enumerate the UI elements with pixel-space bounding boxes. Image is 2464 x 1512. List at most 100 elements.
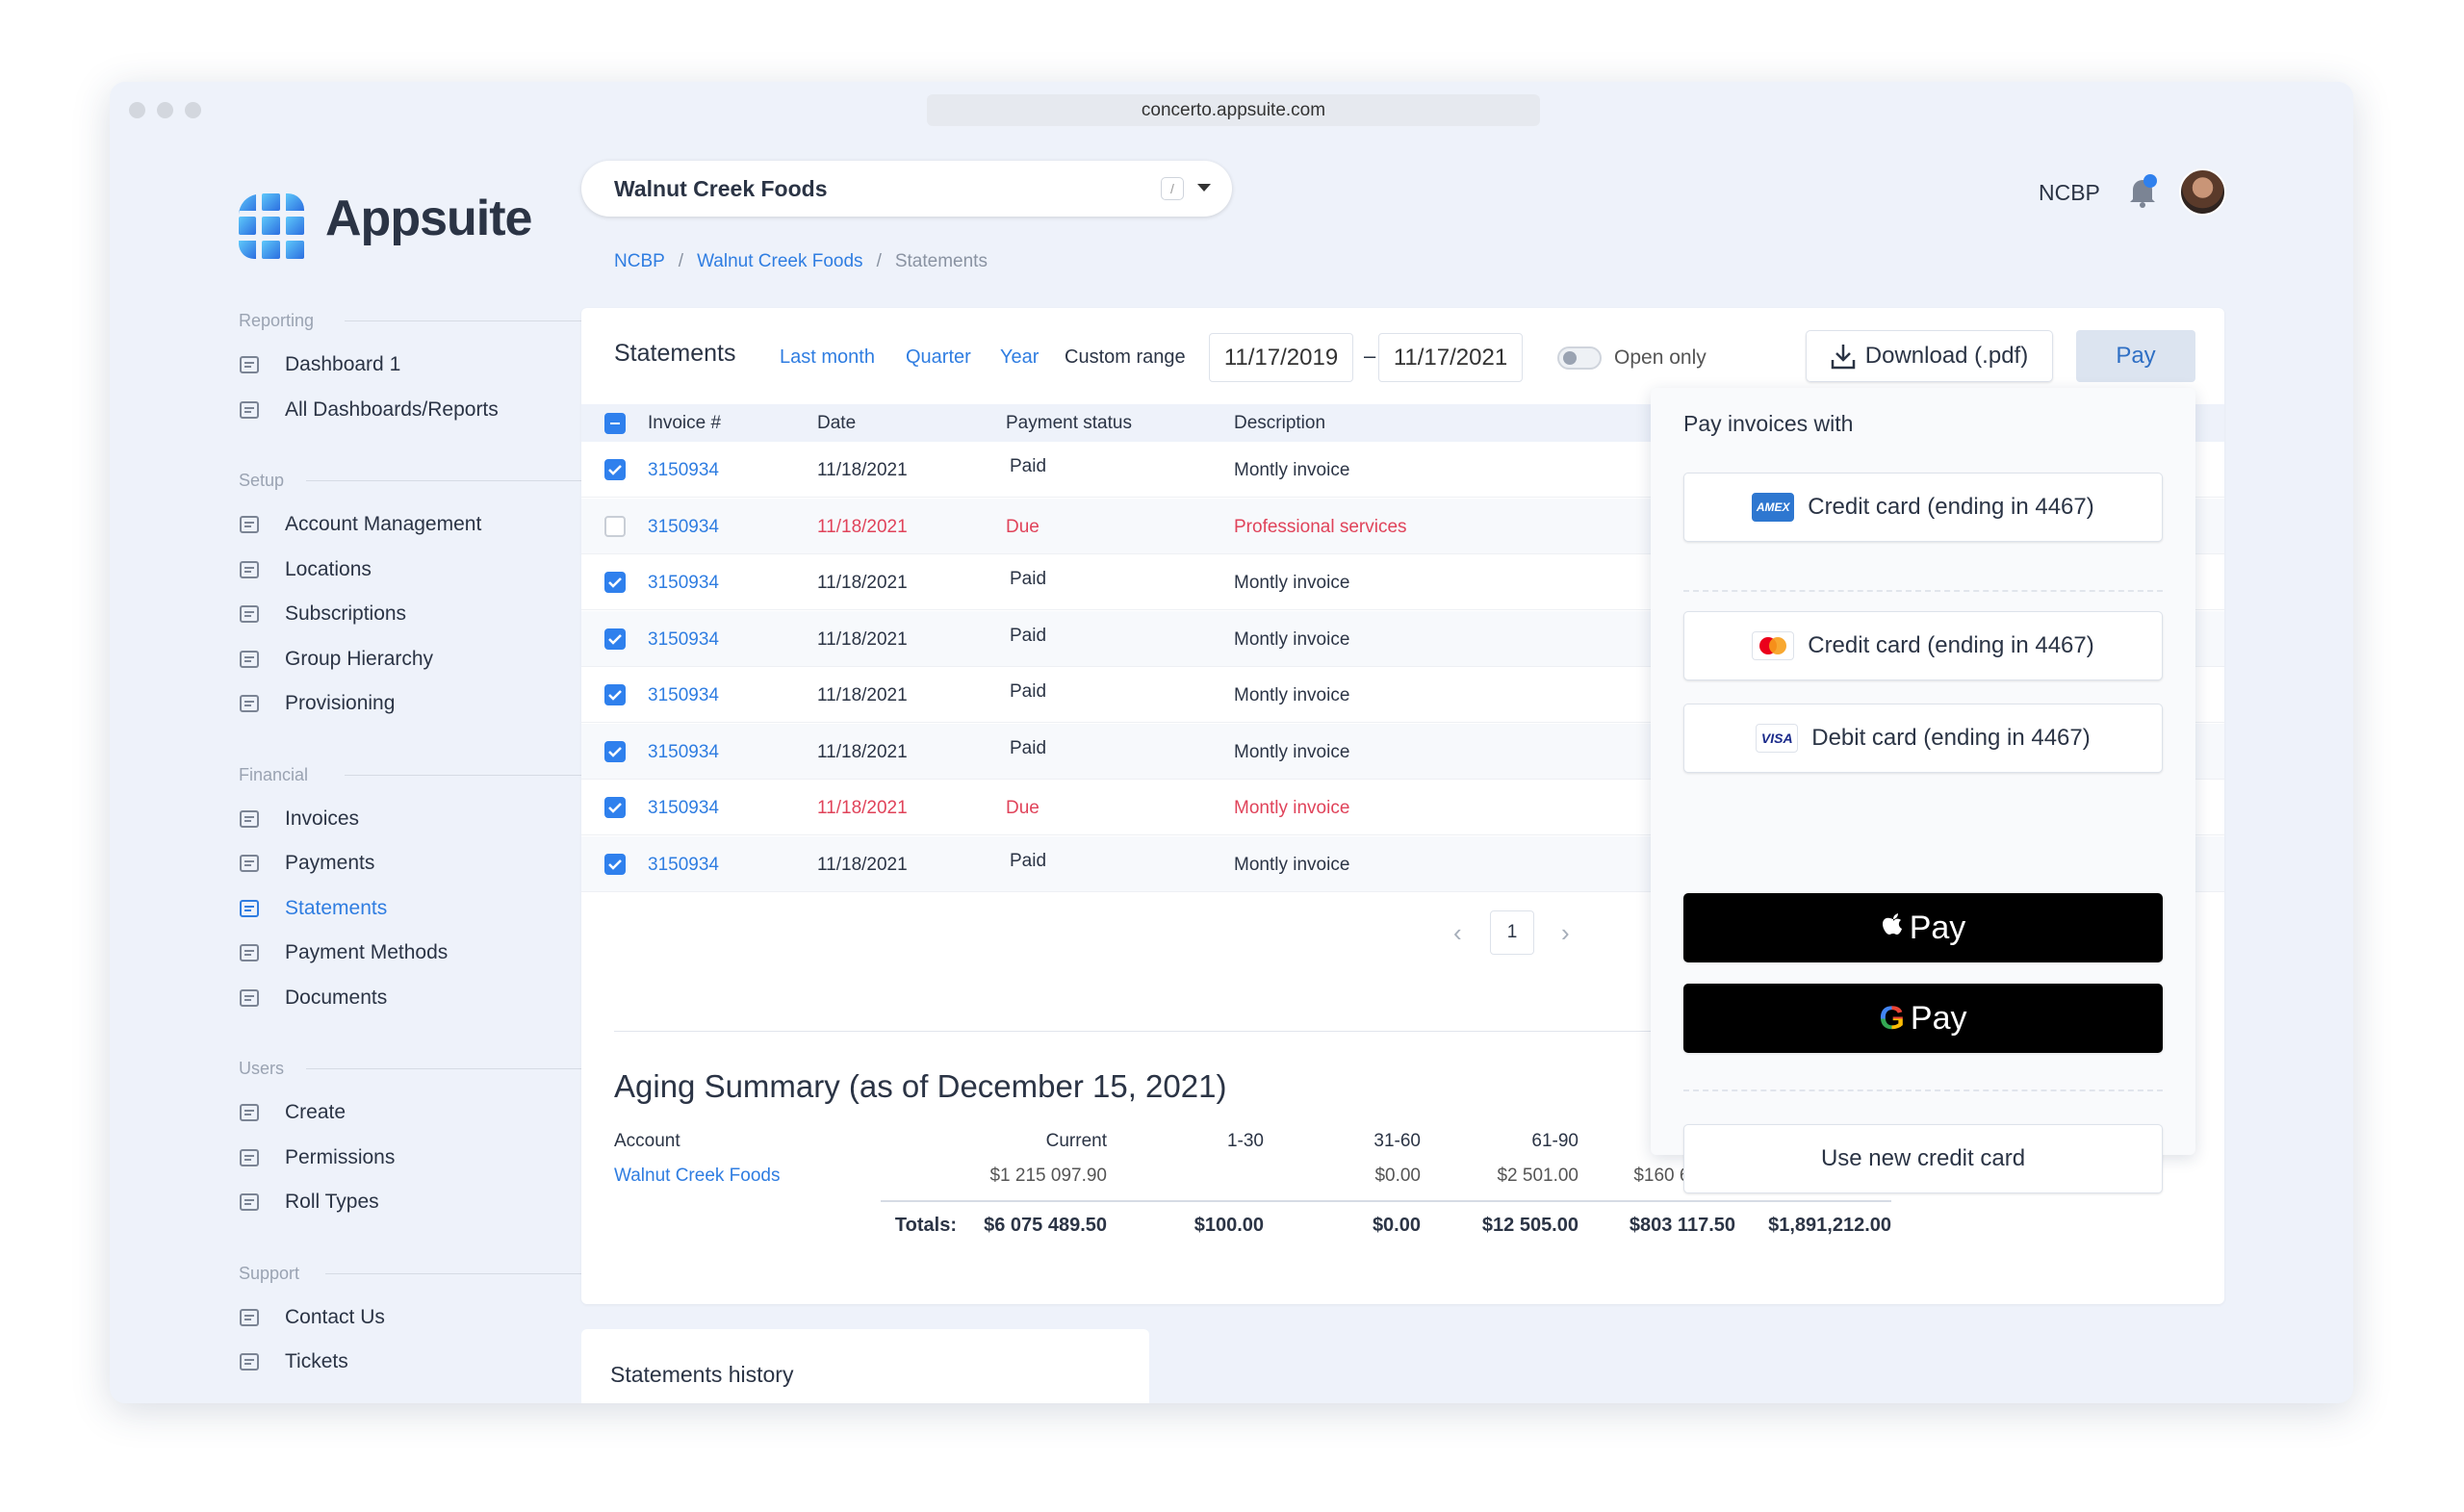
invoice-link[interactable]: 3150934 <box>648 798 719 818</box>
payment-status: Paid <box>1010 850 1047 871</box>
filter-year[interactable]: Year <box>1000 346 1040 368</box>
invoice-link[interactable]: 3150934 <box>648 460 719 480</box>
sidebar-item-statements[interactable]: Statements <box>239 891 624 926</box>
table-row[interactable]: 3150934 11/18/2021 Paid Montly invoice <box>581 442 2224 498</box>
filter-quarter[interactable]: Quarter <box>906 346 971 368</box>
table-row[interactable]: 3150934 11/18/2021 Paid Montly invoice <box>581 667 2224 723</box>
bell-icon[interactable] <box>2127 174 2158 209</box>
pay-amex-button[interactable]: AMEX Credit card (ending in 4467) <box>1683 473 2163 542</box>
account-settings-icon <box>240 516 259 533</box>
hierarchy-icon <box>240 650 259 668</box>
prev-page-icon[interactable]: ‹ <box>1453 918 1462 947</box>
invoice-link[interactable]: 3150934 <box>648 628 719 650</box>
invoice-link[interactable]: 3150934 <box>648 516 719 537</box>
breadcrumb-company[interactable]: Walnut Creek Foods <box>697 251 863 271</box>
sidebar-item-label: Contact Us <box>285 1305 385 1328</box>
col-description[interactable]: Description <box>1234 413 1326 433</box>
sidebar-item-invoices[interactable]: Invoices <box>239 802 624 836</box>
divider <box>1683 590 2163 592</box>
invoice-description: Professional services <box>1234 516 1407 537</box>
invoice-description: Montly invoice <box>1234 798 1350 818</box>
aging-value: $1 215 097.90 <box>989 1166 1107 1186</box>
pay-popover-title: Pay invoices with <box>1683 411 1854 436</box>
sidebar-item-subscriptions[interactable]: Subscriptions <box>239 597 624 631</box>
user-avatar[interactable] <box>2179 168 2226 216</box>
sidebar-section-support: Support <box>239 1263 300 1283</box>
row-checkbox[interactable] <box>604 740 626 762</box>
pay-visa-button[interactable]: VISA Debit card (ending in 4467) <box>1683 704 2163 773</box>
address-bar[interactable]: concerto.appsuite.com <box>927 94 1540 126</box>
breadcrumb-ncbp[interactable]: NCBP <box>614 251 665 271</box>
aging-total: $803 117.50 <box>1629 1215 1735 1236</box>
appsuite-logo-icon <box>239 193 304 259</box>
sidebar-section-reporting: Reporting <box>239 311 315 330</box>
sidebar-item-roll-types[interactable]: Roll Types <box>239 1185 624 1219</box>
date-to-input[interactable]: 11/17/2021 <box>1378 333 1523 382</box>
sidebar-item-permissions[interactable]: Permissions <box>239 1140 624 1175</box>
date-from-input[interactable]: 11/17/2019 <box>1209 333 1353 382</box>
google-pay-button[interactable]: G Pay <box>1683 984 2163 1053</box>
company-selector[interactable]: Walnut Creek Foods / <box>581 161 1232 217</box>
invoice-link[interactable]: 3150934 <box>648 741 719 762</box>
row-checkbox[interactable] <box>604 515 626 537</box>
org-name[interactable]: NCBP <box>2039 180 2100 205</box>
sidebar-item-locations[interactable]: Locations <box>239 552 624 587</box>
window-close-dot[interactable] <box>129 102 145 118</box>
aging-total: $12 505.00 <box>1481 1215 1578 1236</box>
aging-account-link[interactable]: Walnut Creek Foods <box>614 1166 781 1186</box>
row-checkbox[interactable] <box>604 684 626 705</box>
row-checkbox[interactable] <box>604 459 626 480</box>
range-separator: – <box>1364 344 1376 368</box>
next-page-icon[interactable]: › <box>1561 918 1570 947</box>
filter-last-month[interactable]: Last month <box>780 346 875 368</box>
download-pdf-button[interactable]: Download (.pdf) <box>1806 330 2053 382</box>
col-payment-status[interactable]: Payment status <box>1006 413 1132 433</box>
sidebar-item-label: Permissions <box>285 1145 396 1168</box>
invoice-date: 11/18/2021 <box>817 516 908 537</box>
invoice-description: Montly invoice <box>1234 460 1350 480</box>
sidebar-item-all-dashboards-reports[interactable]: All Dashboards/Reports <box>239 393 624 427</box>
row-checkbox[interactable] <box>604 628 626 650</box>
select-all-checkbox[interactable] <box>604 413 626 434</box>
use-new-credit-card-button[interactable]: Use new credit card <box>1683 1124 2163 1193</box>
section-divider <box>306 1068 625 1069</box>
sidebar-item-provisioning[interactable]: Provisioning <box>239 686 632 721</box>
sidebar-section-financial: Financial <box>239 764 309 784</box>
row-checkbox[interactable] <box>604 853 626 875</box>
breadcrumb: NCBP / Walnut Creek Foods / Statements <box>614 251 988 272</box>
table-row[interactable]: 3150934 11/18/2021 Due Montly invoice <box>581 780 2224 835</box>
pay-mastercard-button[interactable]: Credit card (ending in 4467) <box>1683 611 2163 680</box>
invoice-link[interactable]: 3150934 <box>648 685 719 705</box>
payment-status: Due <box>1006 516 1040 537</box>
page-1-button[interactable]: 1 <box>1490 910 1534 955</box>
row-checkbox[interactable] <box>604 797 626 818</box>
amex-icon: AMEX <box>1752 493 1795 522</box>
invoice-description: Montly invoice <box>1234 685 1350 705</box>
col-date[interactable]: Date <box>817 413 857 433</box>
sidebar-item-payments[interactable]: Payments <box>239 846 624 881</box>
invoice-link[interactable]: 3150934 <box>648 854 719 875</box>
table-row[interactable]: 3150934 11/18/2021 Paid Montly invoice <box>581 554 2224 610</box>
sidebar-item-group-hierarchy[interactable]: Group Hierarchy <box>239 642 624 677</box>
sidebar-item-payment-methods[interactable]: Payment Methods <box>239 935 624 970</box>
col-invoice[interactable]: Invoice # <box>648 413 722 433</box>
sidebar-item-tickets[interactable]: Tickets <box>239 1345 624 1379</box>
sidebar-item-label: Documents <box>285 986 388 1009</box>
payment-status: Due <box>1006 798 1040 818</box>
sidebar-item-account-management[interactable]: Account Management <box>239 507 624 542</box>
payment-status: Paid <box>1010 737 1047 758</box>
sidebar-item-create[interactable]: Create <box>239 1095 624 1130</box>
pay-button[interactable]: Pay <box>2076 330 2195 382</box>
window-minimize-dot[interactable] <box>157 102 173 118</box>
row-checkbox[interactable] <box>604 572 626 593</box>
pay-option-label: Debit card (ending in 4467) <box>1811 725 2091 751</box>
sidebar-item-dashboard-1[interactable]: Dashboard 1 <box>239 347 624 382</box>
aging-column-header: Current <box>1045 1131 1107 1151</box>
open-only-toggle[interactable] <box>1557 346 1602 370</box>
invoice-link[interactable]: 3150934 <box>648 573 719 593</box>
window-zoom-dot[interactable] <box>185 102 201 118</box>
apple-pay-button[interactable]: Pay <box>1683 893 2163 962</box>
totals-label: Totals: <box>894 1215 957 1236</box>
sidebar-item-contact-us[interactable]: Contact Us <box>239 1300 624 1335</box>
sidebar-item-documents[interactable]: Documents <box>239 981 624 1015</box>
